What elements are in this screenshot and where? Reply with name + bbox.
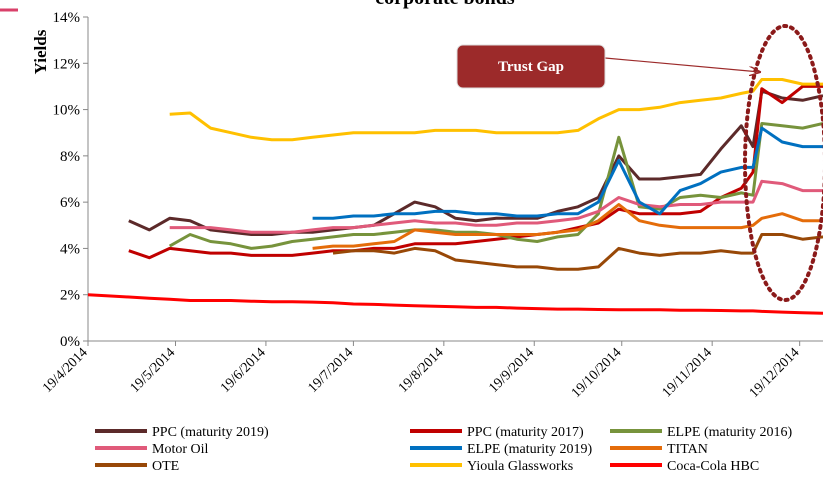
legend-label: ELPE (maturity 2019) [467,442,593,457]
series-line [168,122,823,250]
chart-title: corporate bonds [375,0,515,9]
plot-area: 0% 2% 4% 6% 8% 10% 12% 14% 19/4/2014 19/5/2014 19/… [40,10,823,401]
legend-label: OTE [152,459,179,474]
series-line [169,78,823,142]
legend-label: ELPE (maturity 2016) [667,425,793,440]
annotation-arrow [604,57,760,72]
x-tick-label: 19/11/2014 [660,345,715,400]
y-tick-label: 6% [60,195,80,211]
annotation-text: Trust Gap [498,59,564,75]
series-line [128,89,823,236]
x-tick-label: 19/9/2014 [486,345,537,396]
x-tick-label: 19/5/2014 [128,345,179,396]
x-tick-label: 19/4/2014 [40,345,91,396]
annotation-box [456,44,606,89]
highlight-ellipse [743,24,823,302]
series-line [169,179,823,234]
y-tick-label: 4% [60,241,80,257]
series-line [332,233,823,271]
legend-label: Motor Oil [152,442,209,457]
x-tick-label: 19/12/2014 [747,345,803,401]
y-tick-label: 12% [53,56,81,72]
y-tick-label: 2% [60,288,80,304]
y-axis-label: Yields [31,29,50,74]
x-tick-label: 19/8/2014 [396,345,447,396]
y-tick-label: 0% [60,334,80,350]
y-tick-label: 14% [53,10,81,26]
legend-label: TITAN [667,442,708,457]
y-tick-label: 10% [53,103,81,119]
legend-label: Yioula Glassworks [467,459,573,474]
series-line [87,293,823,315]
x-tick-label: 19/10/2014 [569,345,625,401]
y-tick-label: 8% [60,149,80,165]
x-tick-label: 19/7/2014 [305,345,356,396]
legend-label: PPC (maturity 2017) [467,425,584,440]
series-line [312,126,823,220]
legend-label: Coca-Cola HBC [667,459,759,474]
legend-label: PPC (maturity 2019) [152,425,269,440]
x-tick-label: 19/6/2014 [218,345,269,396]
